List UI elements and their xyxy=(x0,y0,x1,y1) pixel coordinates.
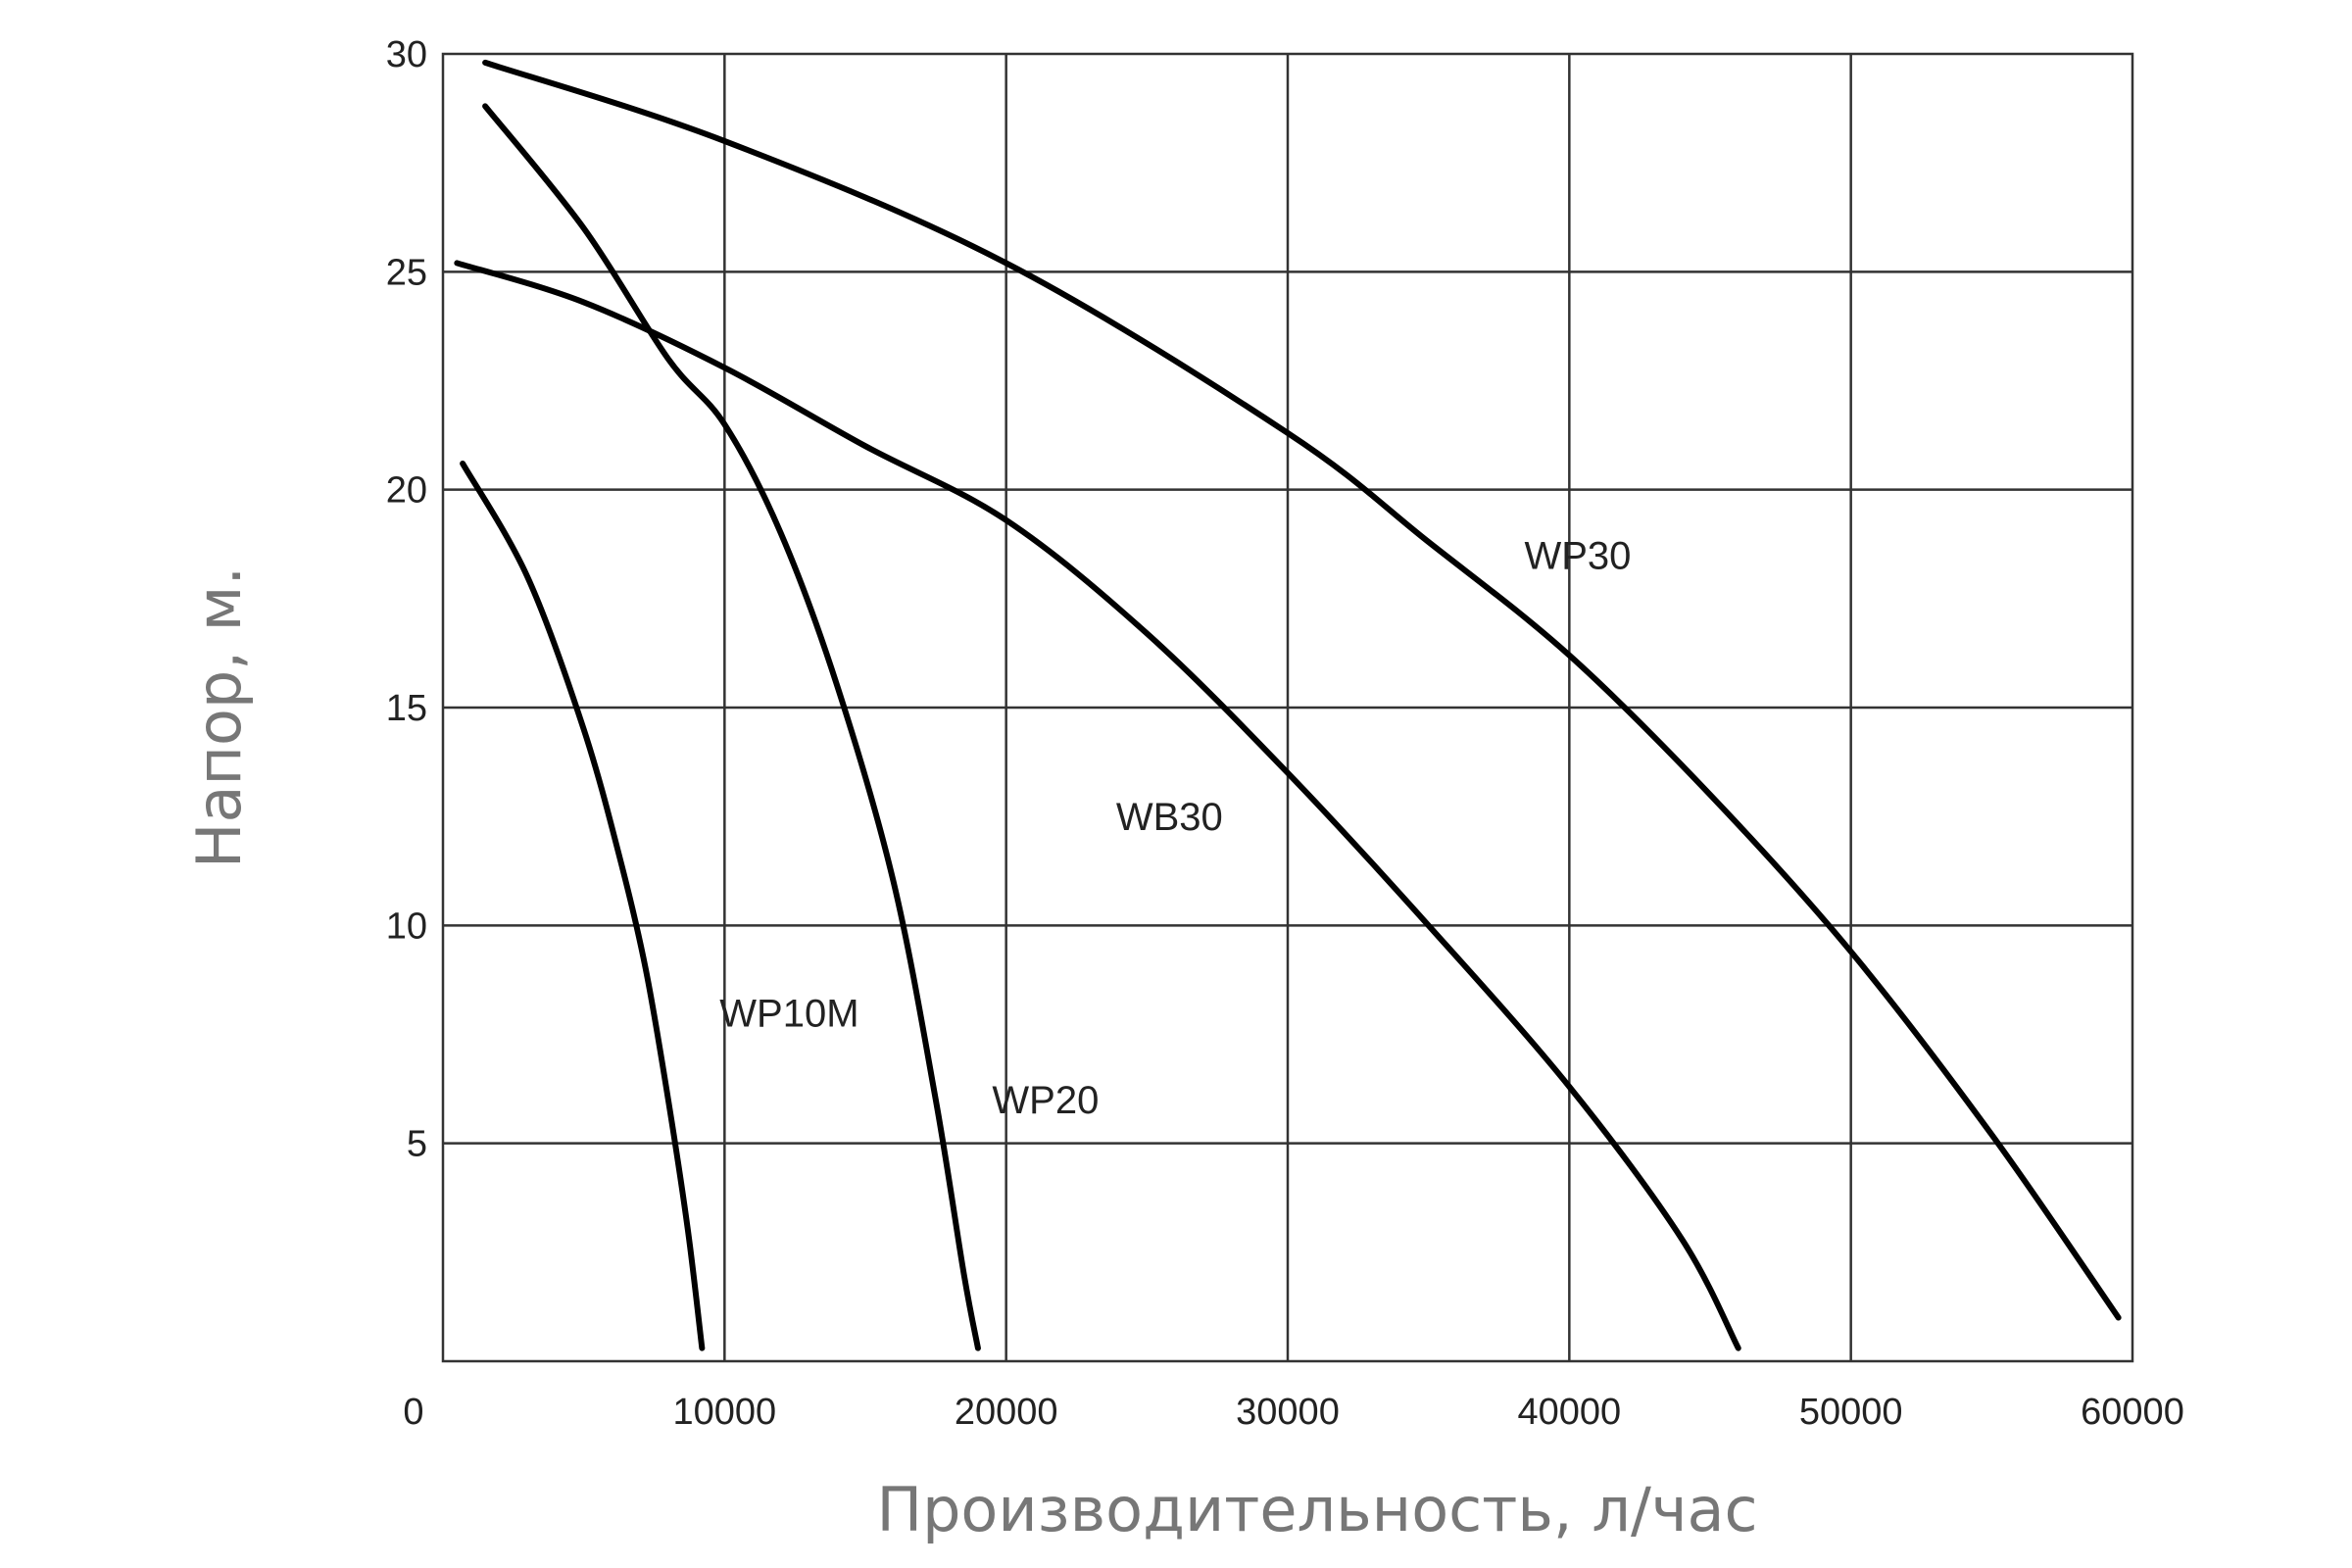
y-tick-label: 25 xyxy=(386,252,427,293)
y-tick-label: 15 xyxy=(386,688,427,729)
plot-frame xyxy=(441,52,2134,1363)
x-tick-label: 50000 xyxy=(1799,1392,1903,1433)
y-tick-label: 5 xyxy=(407,1124,427,1165)
x-tick-label: 0 xyxy=(403,1392,423,1433)
x-tick-label: 30000 xyxy=(1236,1392,1340,1433)
x-axis-title: Производительность, л/час xyxy=(876,1474,1757,1545)
series-line-wb30 xyxy=(454,260,1741,1351)
tick-labels: 0 10000 20000 30000 40000 50000 60000 5 10 15 20 25… xyxy=(386,34,2184,1433)
y-tick-label: 20 xyxy=(386,470,427,512)
series-curves xyxy=(454,59,2122,1351)
x-tick-label: 10000 xyxy=(672,1392,776,1433)
series-label-wp20: WP20 xyxy=(992,1079,1099,1122)
y-axis-title: Напор, м. xyxy=(183,566,255,868)
x-tick-label: 60000 xyxy=(2081,1392,2184,1433)
series-line-wp30 xyxy=(482,59,2122,1321)
series-line-wp10m xyxy=(460,460,706,1351)
y-tick-label: 10 xyxy=(386,906,427,947)
grid xyxy=(443,54,2132,1361)
series-label-wp10m: WP10M xyxy=(719,992,858,1035)
x-tick-label: 20000 xyxy=(955,1392,1058,1433)
series-label-wp30: WP30 xyxy=(1524,534,1631,577)
series-label-wb30: WB30 xyxy=(1116,796,1223,839)
series-line-wp20 xyxy=(482,103,981,1351)
y-tick-label: 30 xyxy=(386,34,427,75)
series-labels: WP10M WP20 WB30 WP30 xyxy=(719,534,1631,1122)
x-tick-label: 40000 xyxy=(1517,1392,1621,1433)
